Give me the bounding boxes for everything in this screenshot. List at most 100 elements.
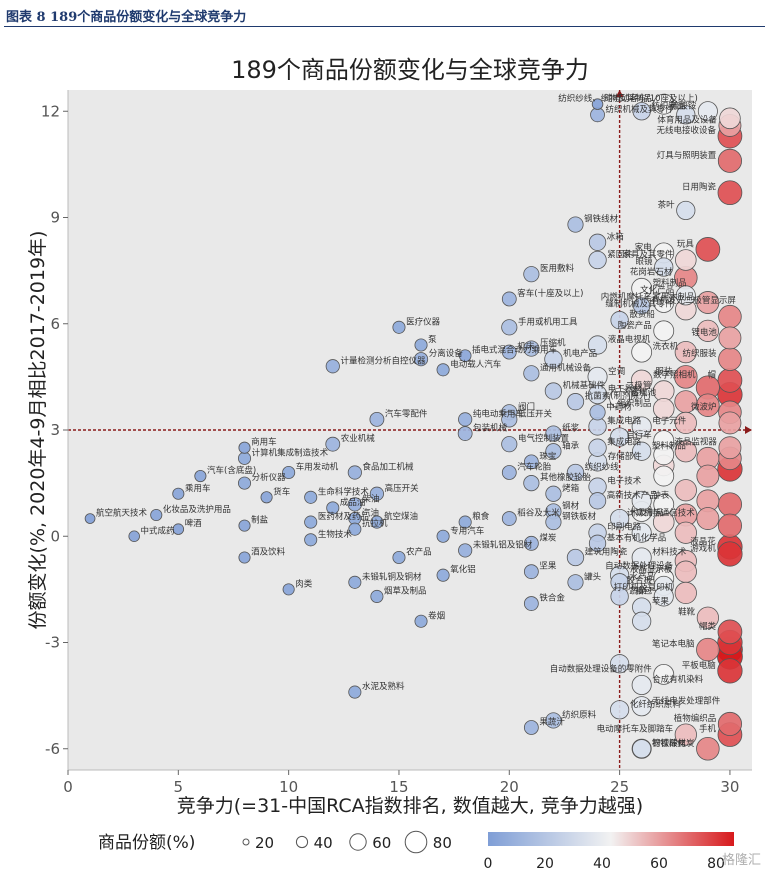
color-legend: 0 20 40 60 80 xyxy=(484,832,734,872)
point-label: 氧化铝 xyxy=(450,564,476,575)
data-point xyxy=(501,319,518,336)
size-legend-marker xyxy=(295,835,309,849)
data-point xyxy=(348,575,362,589)
size-legend-marker xyxy=(404,830,428,854)
point-label: 罐头 xyxy=(584,571,602,582)
axes: 0 5 10 15 20 25 30 -6 -3 0 3 6 9 12 xyxy=(41,90,752,796)
data-point xyxy=(588,492,607,510)
point-label: 电子元件 xyxy=(652,415,687,426)
point-label: 家用木制品 xyxy=(652,292,695,303)
point-label: 汽油 xyxy=(362,508,379,519)
colorbar-tick-label: 40 xyxy=(593,856,611,872)
data-point xyxy=(282,465,296,480)
point-label: 家电 xyxy=(635,242,653,253)
data-point xyxy=(717,180,743,206)
data-point xyxy=(674,581,697,605)
point-label: 自动数据处理设备的零附件 xyxy=(550,663,653,674)
point-label: 冰箱 xyxy=(607,231,625,242)
data-point xyxy=(653,444,675,466)
data-point xyxy=(633,297,651,315)
point-label: 木及制品 xyxy=(630,508,664,519)
data-point xyxy=(567,216,584,233)
y-axis-label: 份额变化(%, 2020年4-9月相比2017-2019年) xyxy=(27,231,49,630)
data-point xyxy=(589,404,606,421)
data-point xyxy=(652,397,675,420)
data-point xyxy=(653,93,675,115)
point-label: 抗菌素(制剂除外) xyxy=(585,391,651,402)
point-label: 计算机集成制造技术 xyxy=(252,447,329,458)
data-point xyxy=(566,393,585,411)
point-label: 电气控制装置 xyxy=(518,433,570,444)
point-label: 编织制品 xyxy=(617,398,651,409)
point-label: 中药材 xyxy=(606,401,632,412)
data-point xyxy=(523,365,540,382)
data-point xyxy=(413,352,429,367)
data-point xyxy=(591,98,604,110)
data-points xyxy=(84,93,743,761)
point-label: 胶合板 xyxy=(627,575,653,586)
data-point xyxy=(501,465,517,480)
x-axis-label: 竞争力(=31-中国RCA指数排名, 数值越大, 竞争力越强) xyxy=(177,795,643,817)
point-label: 钢材 xyxy=(562,500,580,511)
point-label: 柴油 xyxy=(363,493,380,504)
data-point xyxy=(696,507,720,530)
y-tick-label: -3 xyxy=(45,634,60,652)
data-point xyxy=(717,148,742,173)
data-point xyxy=(544,350,563,369)
data-point xyxy=(501,411,518,428)
point-label: 植物编织品 xyxy=(674,713,717,724)
point-label: 专用汽车 xyxy=(450,525,484,536)
watermark: 格隆汇 xyxy=(721,853,761,868)
data-point xyxy=(653,663,675,685)
point-label: 果蔬汁 xyxy=(539,717,565,728)
point-label: 纺织纱线 xyxy=(585,462,620,473)
point-label: 蓄电池 xyxy=(631,387,657,398)
data-point xyxy=(282,583,295,596)
point-label: 制盐 xyxy=(251,515,269,526)
data-point xyxy=(370,515,384,529)
colorbar-tick-label: 60 xyxy=(650,856,668,872)
data-point xyxy=(588,250,607,270)
data-point xyxy=(631,416,652,437)
point-label: 硫酸铵 xyxy=(671,100,697,111)
point-label: 液晶花 xyxy=(690,536,716,547)
data-point xyxy=(695,237,721,262)
point-label: 合成有机染料 xyxy=(652,674,704,685)
point-label: 建筑用陶瓷 xyxy=(585,547,628,558)
point-label: 电子技术 xyxy=(607,476,642,487)
data-point xyxy=(588,233,607,251)
size-legend-label: 80 xyxy=(433,834,452,852)
point-label: 计算机与通信技术 xyxy=(627,508,696,519)
data-point xyxy=(653,493,675,515)
data-point xyxy=(150,508,163,522)
reference-arrow-right xyxy=(745,426,752,434)
data-point xyxy=(436,529,450,543)
data-point xyxy=(674,723,697,746)
size-legend-marker xyxy=(242,838,250,846)
data-point xyxy=(653,586,674,607)
data-point xyxy=(523,720,539,735)
point-label: 生命科学技术 xyxy=(318,486,370,497)
point-label: 数字照相机 xyxy=(653,369,696,380)
colorbar-tick-label: 80 xyxy=(707,856,725,872)
data-point xyxy=(237,476,252,490)
x-tick-label: 5 xyxy=(174,778,184,796)
data-point xyxy=(654,257,674,277)
point-label: 通用机械设备 xyxy=(540,362,592,373)
point-label: 手机 xyxy=(699,724,717,735)
point-label: 家具及其零件 xyxy=(622,249,674,260)
y-tick-label: 0 xyxy=(50,527,60,545)
data-point xyxy=(458,349,472,362)
data-point xyxy=(717,658,743,684)
point-label: 坚果 xyxy=(539,562,557,572)
point-label: 肉类 xyxy=(295,578,313,589)
data-point xyxy=(238,519,251,532)
point-label: 烟草及制品 xyxy=(384,585,427,596)
point-label: 货车 xyxy=(273,486,290,497)
point-label: 茶叶 xyxy=(658,199,676,210)
figure-rule xyxy=(4,26,765,27)
point-label: 紧固件 xyxy=(607,249,633,260)
data-point xyxy=(458,412,473,427)
point-label: 食品加工机械 xyxy=(363,462,415,473)
figure-label: 图表 8 189个商品份额变化与全球竞争力 xyxy=(6,10,247,25)
